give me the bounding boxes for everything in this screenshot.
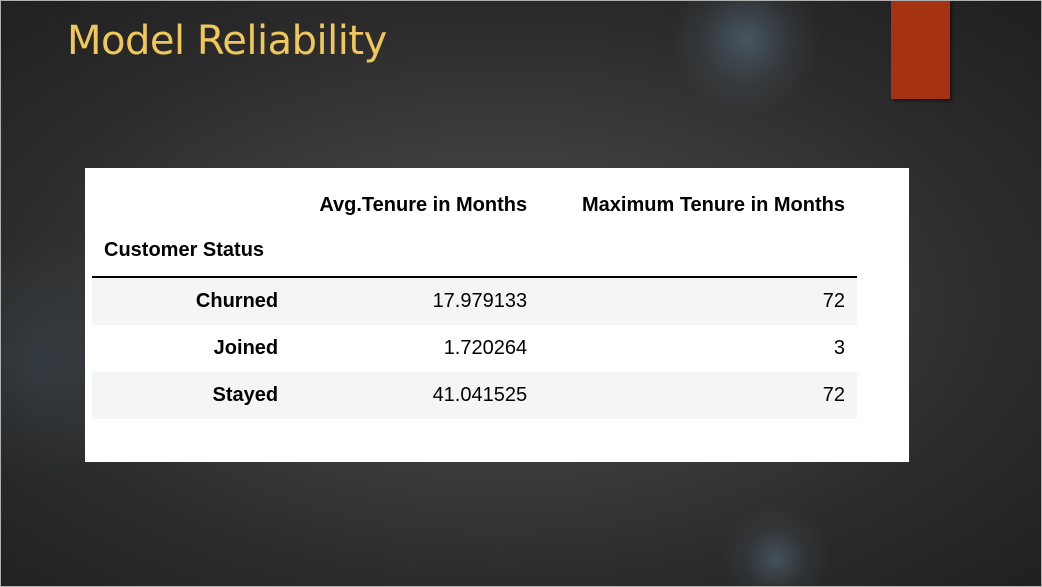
cell-avg-tenure: 41.041525 <box>290 372 540 419</box>
table-panel: Avg.Tenure in Months Maximum Tenure in M… <box>85 168 909 462</box>
row-label-status: Stayed <box>92 372 291 419</box>
header-max-tenure: Maximum Tenure in Months <box>582 193 845 216</box>
header-customer-status: Customer Status <box>92 224 291 278</box>
header-blank-cell <box>290 224 540 278</box>
header-blank-cell <box>539 224 857 278</box>
cell-max-tenure: 72 <box>539 372 857 419</box>
column-header-row: Avg.Tenure in Months Maximum Tenure in M… <box>92 186 857 224</box>
slide-title: Model Reliability <box>67 18 387 64</box>
row-label-status: Churned <box>92 277 291 325</box>
row-label-status: Joined <box>213 337 279 359</box>
table-row: Joined 1.720264 3 <box>92 325 857 372</box>
accent-bar <box>891 1 950 99</box>
header-blank-cell <box>92 186 290 224</box>
tenure-table: Avg.Tenure in Months Maximum Tenure in M… <box>92 186 857 419</box>
table-row: Churned 17.979133 72 <box>92 277 857 325</box>
cell-max-tenure: 72 <box>539 277 857 325</box>
cell-max-tenure: 3 <box>833 337 845 359</box>
cell-avg-tenure: 17.979133 <box>290 277 540 325</box>
table-row: Stayed 41.041525 72 <box>92 372 857 419</box>
index-header-row: Customer Status <box>92 224 857 278</box>
cell-avg-tenure: 1.720264 <box>443 337 528 359</box>
header-avg-tenure: Avg.Tenure in Months <box>319 193 528 216</box>
